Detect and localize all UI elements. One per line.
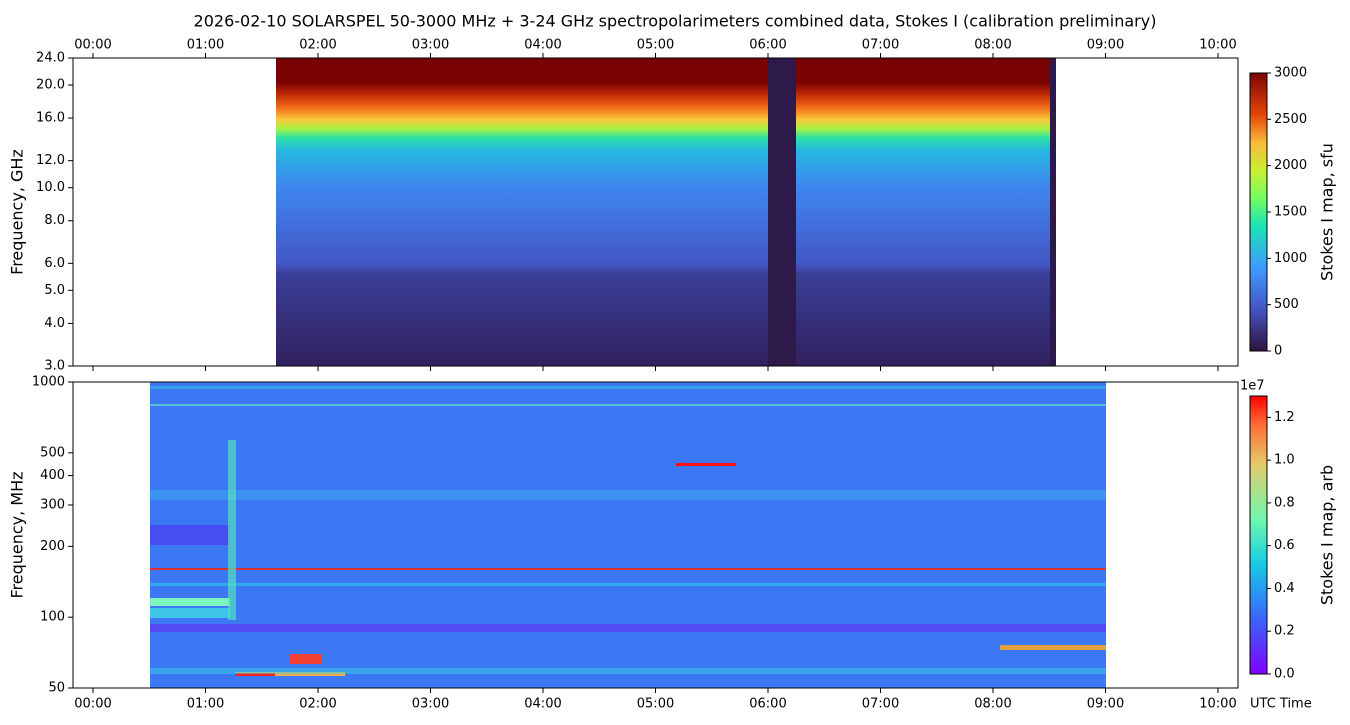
y-axis-label: Frequency, MHz [8,471,27,598]
x-tick-label: 01:00 [187,697,224,712]
x-tick-label: 05:00 [637,697,674,712]
y-tick-label: 10.0 [36,180,65,195]
colorbar-tick-label: 0.4 [1274,581,1295,596]
colorbar-tick-label: 500 [1274,297,1299,312]
x-tick-label: 04:00 [524,697,561,712]
x-tick-label: 03:00 [412,697,449,712]
y-tick-label: 20.0 [36,78,65,93]
x-tick-label: 07:00 [862,697,899,712]
colorbar-tick-label: 2500 [1274,112,1307,127]
x-tick-label: 03:00 [412,38,449,53]
y-tick-label: 4.0 [44,316,65,331]
colorbar [1249,72,1268,352]
colorbar-label: Stokes I map, arb [1318,465,1337,605]
colorbar-tick-label: 1.2 [1274,410,1295,425]
y-tick-label: 6.0 [44,256,65,271]
x-tick-label: 09:00 [1087,38,1124,53]
y-tick-label: 50 [48,681,65,696]
x-tick-label: 02:00 [299,38,336,53]
colorbar-tick-label: 0.2 [1274,624,1295,639]
colorbar-tick-label: 0.0 [1274,667,1295,682]
x-tick-label: 04:00 [524,38,561,53]
chart-title: 2026-02-10 SOLARSPEL 50-3000 MHz + 3-24 … [194,12,1157,31]
y-tick-label: 16.0 [36,111,65,126]
colorbar-offset: 1e7 [1240,379,1265,394]
colorbar [1249,395,1268,675]
y-tick-label: 100 [40,610,65,625]
colorbar-label: Stokes I map, sfu [1318,143,1337,281]
y-tick-label: 400 [40,468,65,483]
y-tick-label: 5.0 [44,283,65,298]
x-tick-label: 07:00 [862,38,899,53]
x-tick-label: 08:00 [974,38,1011,53]
x-tick-label: 10:00 [1199,697,1236,712]
y-axis-label: Frequency, GHz [8,149,27,275]
colorbar-tick-label: 0.8 [1274,495,1295,510]
colorbar-tick-label: 3000 [1274,66,1307,81]
colorbar-tick-label: 1.0 [1274,453,1295,468]
x-tick-label: 00:00 [74,697,111,712]
y-tick-label: 300 [40,497,65,512]
y-tick-label: 500 [40,445,65,460]
x-axis-label: UTC Time [1250,697,1312,712]
x-tick-label: 00:00 [74,38,111,53]
y-tick-label: 1000 [32,375,65,390]
x-tick-label: 01:00 [187,38,224,53]
x-tick-label: 08:00 [974,697,1011,712]
colorbar-tick-label: 1000 [1274,251,1307,266]
colorbar-tick-label: 1500 [1274,205,1307,220]
x-tick-label: 02:00 [299,697,336,712]
y-tick-label: 200 [40,539,65,554]
x-tick-label: 06:00 [749,697,786,712]
x-tick-label: 06:00 [749,38,786,53]
colorbar-tick-label: 2000 [1274,158,1307,173]
heatmap-image [276,58,1056,366]
colorbar-tick-label: 0.6 [1274,538,1295,553]
x-tick-label: 09:00 [1087,697,1124,712]
x-tick-label: 05:00 [637,38,674,53]
y-tick-label: 12.0 [36,153,65,168]
colorbar-tick-label: 0 [1274,344,1282,359]
heatmap-image [150,382,1106,688]
x-tick-label: 10:00 [1199,38,1236,53]
y-tick-label: 24.0 [36,51,65,66]
y-tick-label: 3.0 [44,359,65,374]
y-tick-label: 8.0 [44,213,65,228]
